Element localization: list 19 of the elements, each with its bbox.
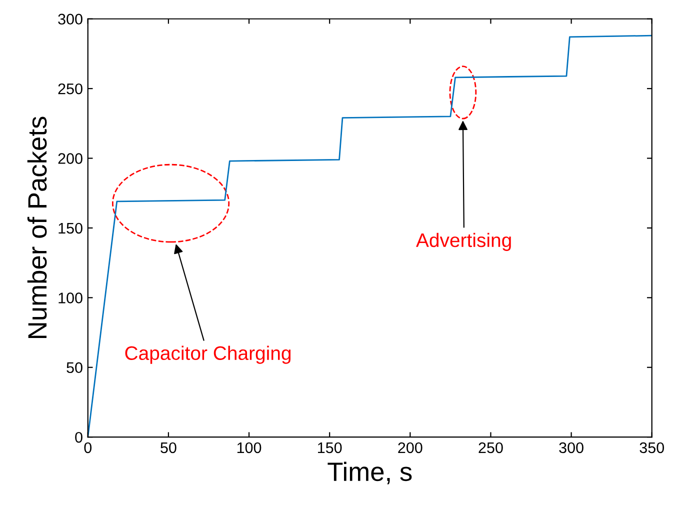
annotation: Advertising [416, 232, 511, 251]
y-tick-label: 200 [58, 153, 82, 164]
y-axis-title: Number of Packets [27, 116, 47, 338]
x-tick-label: 200 [398, 442, 422, 454]
annotation: Capacitor Charging [125, 346, 291, 364]
x-tick-label: 150 [318, 442, 342, 454]
x-tick-label: 50 [160, 442, 176, 454]
y-tick-label: 150 [58, 222, 82, 234]
x-tick-label: 0 [84, 442, 92, 454]
y-tick-label: 250 [58, 83, 82, 94]
x-tick-label: 350 [640, 442, 664, 454]
x-tick-label: 300 [559, 442, 584, 454]
x-axis-title: Time, s [328, 462, 412, 484]
x-tick-label: 100 [237, 442, 262, 454]
y-tick-label: 50 [66, 362, 82, 374]
x-tick-label: 250 [478, 442, 503, 454]
y-tick-label: 0 [75, 432, 82, 443]
y-tick-label: 300 [58, 14, 82, 25]
y-tick-label: 100 [58, 292, 82, 304]
